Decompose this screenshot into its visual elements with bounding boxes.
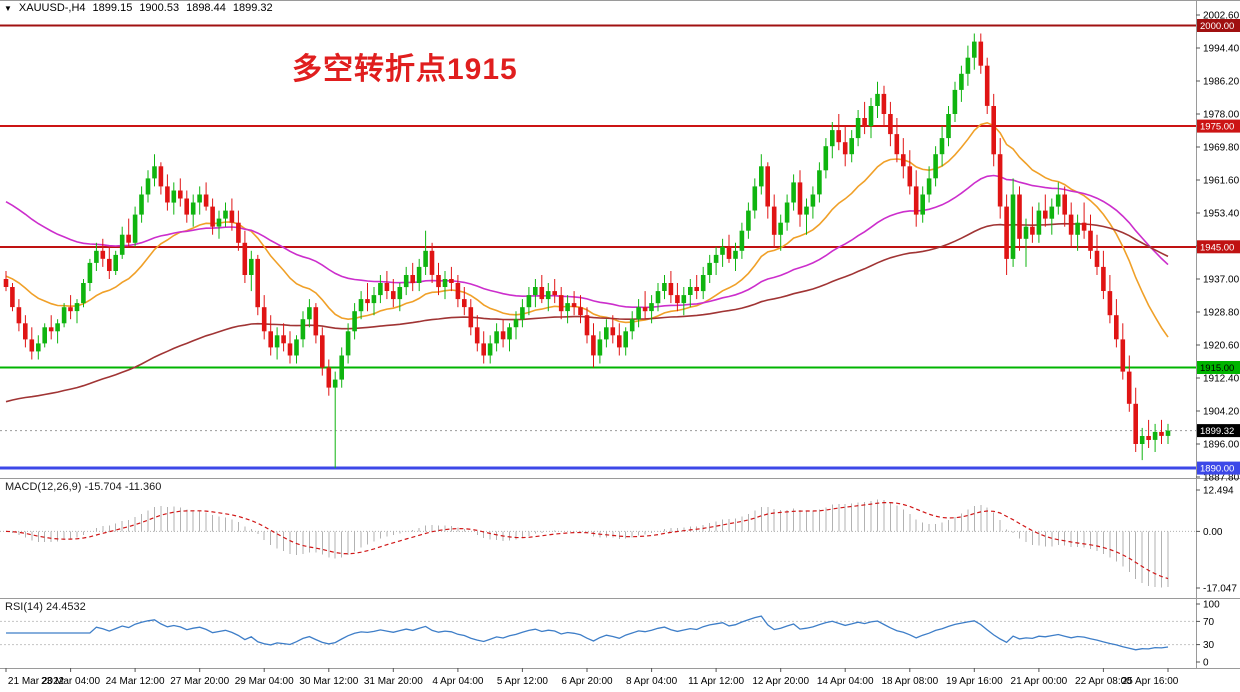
svg-text:8 Apr 04:00: 8 Apr 04:00 — [626, 676, 678, 687]
ohlc-close: 1899.32 — [232, 2, 273, 14]
svg-text:1928.80: 1928.80 — [1203, 308, 1240, 319]
macd-signal-line — [5, 502, 1169, 580]
svg-text:1887.80: 1887.80 — [1203, 473, 1240, 484]
rsi-line — [6, 615, 1169, 651]
horizontal-level-lines[interactable] — [0, 24, 1196, 470]
svg-text:0.00: 0.00 — [1203, 527, 1223, 538]
pane-separators — [0, 0, 1240, 669]
svg-text:21 Apr 00:00: 21 Apr 00:00 — [1011, 676, 1068, 687]
svg-text:23 Mar 04:00: 23 Mar 04:00 — [41, 676, 100, 687]
svg-text:18 Apr 08:00: 18 Apr 08:00 — [881, 676, 938, 687]
svg-text:1953.40: 1953.40 — [1203, 209, 1240, 220]
svg-text:1937.00: 1937.00 — [1203, 275, 1240, 286]
svg-text:1899.32: 1899.32 — [1200, 426, 1234, 437]
svg-text:22 Apr 08:00: 22 Apr 08:00 — [1075, 676, 1132, 687]
svg-text:27 Mar 20:00: 27 Mar 20:00 — [170, 676, 229, 687]
ohlc-low: 1898.44 — [186, 2, 226, 14]
svg-text:2002.60: 2002.60 — [1203, 11, 1240, 22]
svg-text:19 Apr 16:00: 19 Apr 16:00 — [946, 676, 1003, 687]
current-price-badge — [1197, 424, 1240, 438]
svg-text:1920.60: 1920.60 — [1203, 341, 1240, 352]
rsi-indicator-label: RSI(14) 24.4532 — [5, 601, 86, 613]
svg-text:1994.40: 1994.40 — [1203, 44, 1240, 55]
svg-text:24 Mar 12:00: 24 Mar 12:00 — [106, 676, 165, 687]
symbol-dropdown-icon[interactable]: ▼ — [4, 3, 12, 13]
svg-text:4 Apr 04:00: 4 Apr 04:00 — [432, 676, 484, 687]
svg-text:1890.00: 1890.00 — [1200, 464, 1234, 475]
svg-text:1912.40: 1912.40 — [1203, 374, 1240, 385]
svg-text:12.494: 12.494 — [1203, 486, 1234, 497]
svg-text:1896.00: 1896.00 — [1203, 440, 1240, 451]
svg-text:29 Mar 04:00: 29 Mar 04:00 — [235, 676, 294, 687]
svg-text:1978.00: 1978.00 — [1203, 110, 1240, 121]
svg-text:100: 100 — [1203, 600, 1220, 611]
svg-text:25 Apr 16:00: 25 Apr 16:00 — [1122, 676, 1179, 687]
svg-text:5 Apr 12:00: 5 Apr 12:00 — [497, 676, 549, 687]
svg-text:1961.60: 1961.60 — [1203, 176, 1240, 187]
svg-text:31 Mar 20:00: 31 Mar 20:00 — [364, 676, 423, 687]
svg-text:21 Mar 2022: 21 Mar 2022 — [8, 676, 65, 687]
svg-text:0: 0 — [1203, 658, 1209, 669]
chart-annotation-text[interactable]: 多空转折点1915 — [292, 53, 518, 86]
svg-text:1945.00: 1945.00 — [1200, 242, 1234, 253]
svg-text:6 Apr 20:00: 6 Apr 20:00 — [561, 676, 613, 687]
svg-text:1904.20: 1904.20 — [1203, 407, 1240, 418]
svg-text:70: 70 — [1203, 617, 1215, 628]
svg-text:12 Apr 20:00: 12 Apr 20:00 — [752, 676, 809, 687]
svg-text:1969.80: 1969.80 — [1203, 143, 1240, 154]
svg-text:1915.00: 1915.00 — [1200, 363, 1234, 374]
svg-text:11 Apr 12:00: 11 Apr 12:00 — [688, 676, 744, 687]
price-level-badges: 2000.00 1975.00 1945.00 1915.00 1890.00 1899.… — [1197, 19, 1240, 475]
macd-histogram — [12, 499, 1169, 588]
svg-text:1975.00: 1975.00 — [1200, 122, 1234, 133]
macd-indicator-label: MACD(12,26,9) -15.704 -11.360 — [5, 481, 162, 493]
svg-text:-17.047: -17.047 — [1203, 584, 1237, 595]
svg-text:2000.00: 2000.00 — [1200, 21, 1234, 32]
ohlc-high: 1900.53 — [139, 2, 180, 14]
symbol-info-bar: ▼ XAUUSD-,H4 1899.15 1900.53 1898.44 189… — [4, 2, 273, 14]
svg-text:30 Mar 12:00: 30 Mar 12:00 — [299, 676, 358, 687]
ohlc-open: 1899.15 — [92, 2, 133, 14]
candles-layer — [3, 33, 1171, 469]
svg-text:30: 30 — [1203, 640, 1215, 651]
svg-text:14 Apr 04:00: 14 Apr 04:00 — [817, 676, 874, 687]
svg-text:1986.20: 1986.20 — [1203, 77, 1240, 88]
symbol-period-label: XAUUSD-,H4 — [18, 2, 86, 14]
